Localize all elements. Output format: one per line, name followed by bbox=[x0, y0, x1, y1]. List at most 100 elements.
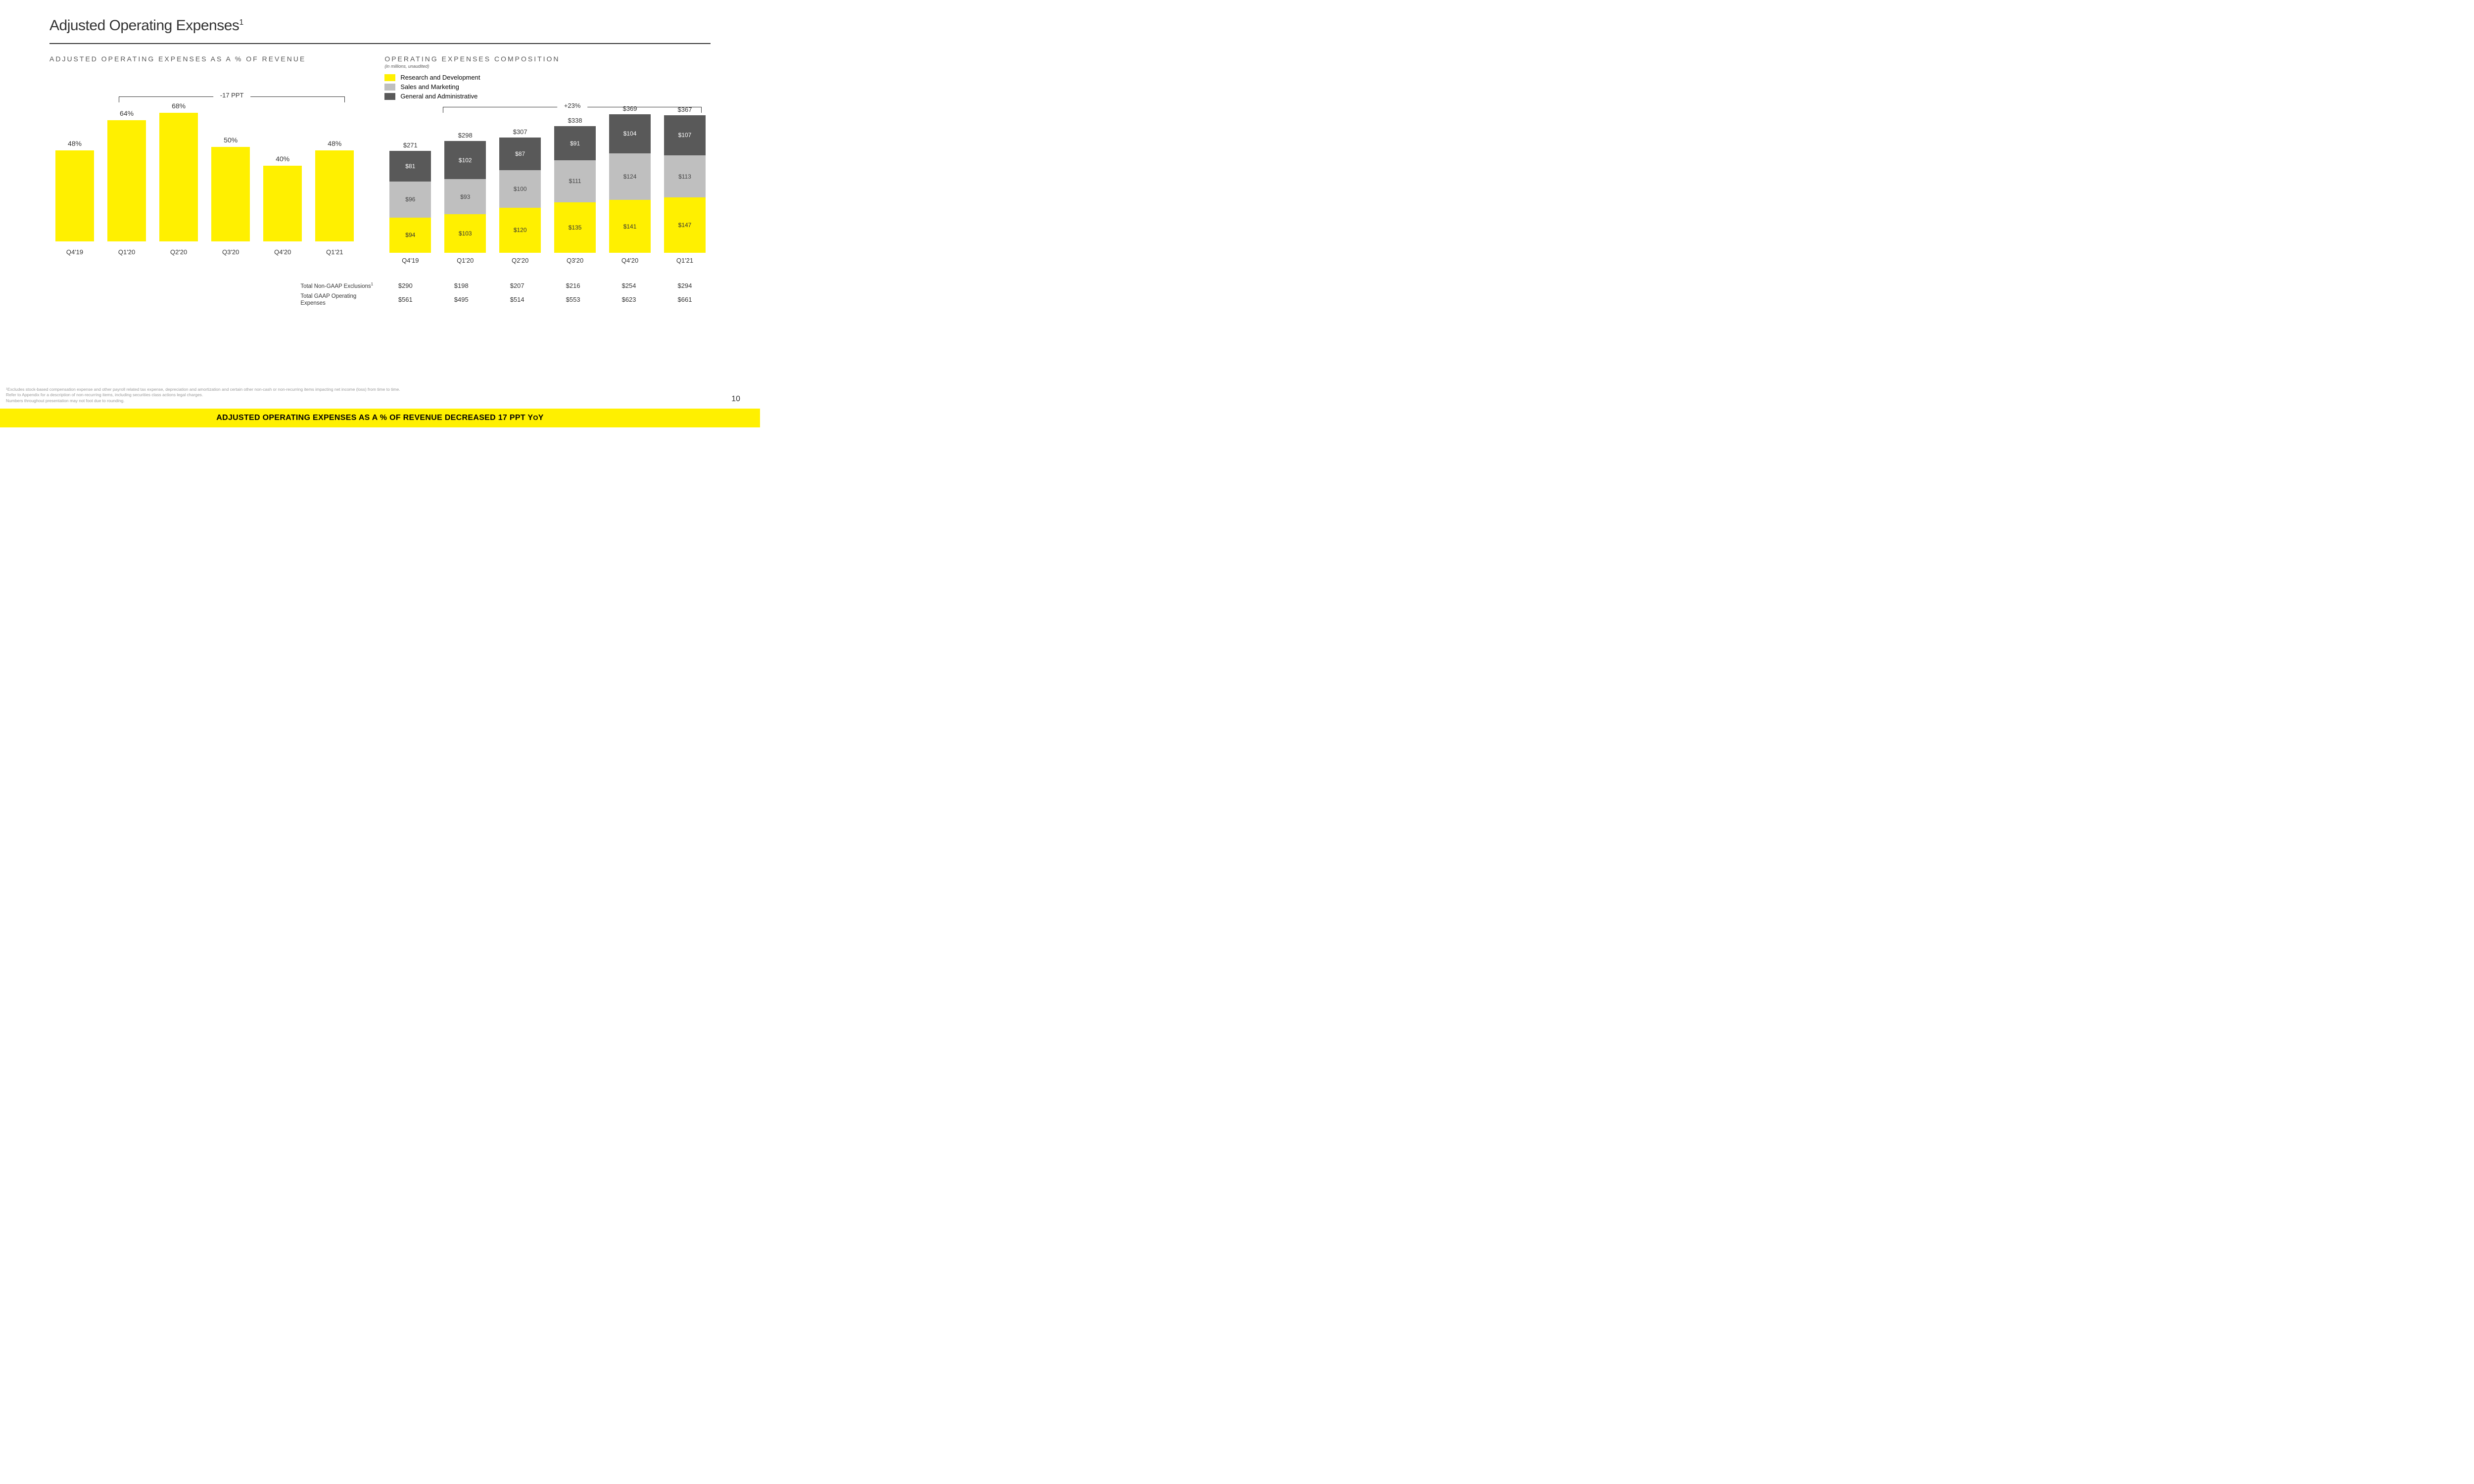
summary-table: Total Non-GAAP Exclusions1 Total GAAP Op… bbox=[384, 279, 711, 307]
right-bar-group: $298 $103$93$102 Q1'20 bbox=[444, 132, 486, 264]
legend-label: Sales and Marketing bbox=[400, 83, 459, 91]
legend-swatch bbox=[384, 74, 395, 81]
left-chart: -17 PPT 48%Q4'1964%Q1'2068%Q2'2050%Q3'20… bbox=[49, 112, 360, 280]
right-bar-category: Q1'20 bbox=[457, 257, 474, 264]
right-bar-category: Q2'20 bbox=[512, 257, 528, 264]
right-chart-subnote: (in millions, unaudited) bbox=[384, 64, 711, 69]
banner-text-small: O bbox=[533, 414, 538, 421]
table-column: $254$623 bbox=[608, 279, 650, 307]
legend-swatch bbox=[384, 84, 395, 91]
left-bar-category: Q1'20 bbox=[118, 248, 135, 256]
legend: Research and Development Sales and Market… bbox=[384, 74, 711, 100]
table-cell-nongaap: $294 bbox=[664, 279, 706, 293]
footnote-1: ¹Excludes stock-based compensation expen… bbox=[6, 387, 711, 392]
left-bar-group: 50%Q3'20 bbox=[211, 136, 250, 256]
left-bar-group: 68% Q2'20 bbox=[159, 102, 198, 256]
right-bar-category: Q1'21 bbox=[676, 257, 693, 264]
left-chart-subtitle: ADJUSTED OPERATING EXPENSES AS A % OF RE… bbox=[49, 55, 360, 63]
stack-total-label: $298 bbox=[458, 132, 473, 139]
footnotes: ¹Excludes stock-based compensation expen… bbox=[6, 387, 711, 404]
left-bar-category: Q2'20 bbox=[170, 248, 187, 256]
table-column: $207$514 bbox=[496, 279, 538, 307]
stack-total-label: $307 bbox=[513, 128, 527, 136]
table-column: $198$495 bbox=[440, 279, 482, 307]
right-bar-category: Q4'20 bbox=[621, 257, 638, 264]
left-bar-value-label: 48% bbox=[68, 139, 82, 147]
banner-text-after: Y bbox=[538, 414, 544, 422]
right-chart-column: OPERATING EXPENSES COMPOSITION (in milli… bbox=[384, 55, 711, 307]
left-bar-group: 64% Q1'20 bbox=[107, 109, 146, 256]
bottom-banner: ADJUSTED OPERATING EXPENSES AS A % OF RE… bbox=[0, 409, 760, 427]
segment-general-administrative: $104 bbox=[609, 114, 651, 153]
stacked-bar: $147$113$107 bbox=[664, 115, 706, 253]
segment-general-administrative: $107 bbox=[664, 115, 706, 155]
stacked-bar: $141$124$104 bbox=[609, 114, 651, 253]
legend-item: Sales and Marketing bbox=[384, 83, 711, 91]
segment-sales-marketing: $96 bbox=[389, 182, 431, 218]
segment-sales-marketing: $100 bbox=[499, 170, 541, 208]
table-cell-gaap: $623 bbox=[608, 293, 650, 307]
left-bar bbox=[263, 166, 302, 241]
left-bar-category: Q4'20 bbox=[274, 248, 291, 256]
segment-general-administrative: $81 bbox=[389, 151, 431, 181]
right-bar-group: $338 $135$111$91 Q3'20 bbox=[554, 117, 596, 264]
right-bar-group: $367$147$113$107Q1'21 bbox=[664, 106, 706, 264]
stack-total-label: $338 bbox=[568, 117, 582, 124]
left-bar-value-label: 64% bbox=[120, 109, 134, 117]
stacked-bar: $120$100$87 bbox=[499, 138, 541, 253]
table-column: $290$561 bbox=[384, 279, 426, 307]
left-chart-column: ADJUSTED OPERATING EXPENSES AS A % OF RE… bbox=[49, 55, 360, 307]
title-superscript: 1 bbox=[239, 18, 243, 27]
segment-sales-marketing: $111 bbox=[554, 160, 596, 202]
segment-research-development: $135 bbox=[554, 202, 596, 253]
table-cell-gaap: $495 bbox=[440, 293, 482, 307]
right-bar-group: $307 $120$100$87 Q2'20 bbox=[499, 128, 541, 264]
left-bracket: -17 PPT bbox=[119, 92, 345, 102]
segment-sales-marketing: $113 bbox=[664, 155, 706, 198]
stacked-bar: $103$93$102 bbox=[444, 141, 486, 253]
footnote-2: Refer to Appendix for a description of n… bbox=[6, 392, 711, 398]
legend-item: General and Administrative bbox=[384, 93, 711, 100]
footnote-3: Numbers throughout presentation may not … bbox=[6, 398, 711, 404]
left-bar bbox=[55, 150, 94, 241]
left-bar bbox=[211, 147, 250, 241]
table-cell-nongaap: $216 bbox=[552, 279, 594, 293]
segment-research-development: $103 bbox=[444, 214, 486, 253]
left-bar-value-label: 68% bbox=[172, 102, 186, 110]
left-bar bbox=[107, 120, 146, 241]
left-bar-value-label: 48% bbox=[328, 139, 341, 147]
segment-research-development: $141 bbox=[609, 200, 651, 253]
right-bar-category: Q4'19 bbox=[402, 257, 419, 264]
legend-item: Research and Development bbox=[384, 74, 711, 81]
left-bar-group: 48% Q4'19 bbox=[55, 139, 94, 256]
table-cell-gaap: $661 bbox=[664, 293, 706, 307]
legend-label: General and Administrative bbox=[400, 93, 477, 100]
left-bar-group: 40% Q4'20 bbox=[263, 155, 302, 256]
banner-text-before: ADJUSTED OPERATING EXPENSES AS A % OF RE… bbox=[216, 414, 533, 422]
table-cell-nongaap: $290 bbox=[384, 279, 426, 293]
left-bar bbox=[159, 113, 198, 241]
right-bracket-label: +23% bbox=[557, 102, 588, 109]
page-title: Adjusted Operating Expenses1 bbox=[49, 17, 711, 34]
left-bar bbox=[315, 150, 354, 241]
right-bar-category: Q3'20 bbox=[567, 257, 583, 264]
stacked-bar: $94$96$81 bbox=[389, 151, 431, 253]
table-cell-nongaap: $254 bbox=[608, 279, 650, 293]
left-bar-category: Q4'19 bbox=[66, 248, 83, 256]
segment-research-development: $94 bbox=[389, 218, 431, 253]
table-cell-nongaap: $198 bbox=[440, 279, 482, 293]
legend-swatch bbox=[384, 93, 395, 100]
table-cell-gaap: $561 bbox=[384, 293, 426, 307]
table-cell-gaap: $553 bbox=[552, 293, 594, 307]
left-bracket-label: -17 PPT bbox=[213, 92, 251, 99]
segment-general-administrative: $87 bbox=[499, 138, 541, 170]
right-chart: +23% $271$94$96$81Q4'19$298$103$93$102Q1… bbox=[384, 111, 711, 279]
segment-general-administrative: $91 bbox=[554, 126, 596, 160]
table-column: $294$661 bbox=[664, 279, 706, 307]
segment-research-development: $120 bbox=[499, 208, 541, 253]
segment-general-administrative: $102 bbox=[444, 141, 486, 179]
table-cell-gaap: $514 bbox=[496, 293, 538, 307]
left-bar-value-label: 40% bbox=[276, 155, 289, 163]
right-chart-subtitle: OPERATING EXPENSES COMPOSITION bbox=[384, 55, 711, 63]
left-bar-group: 48%Q1'21 bbox=[315, 139, 354, 256]
